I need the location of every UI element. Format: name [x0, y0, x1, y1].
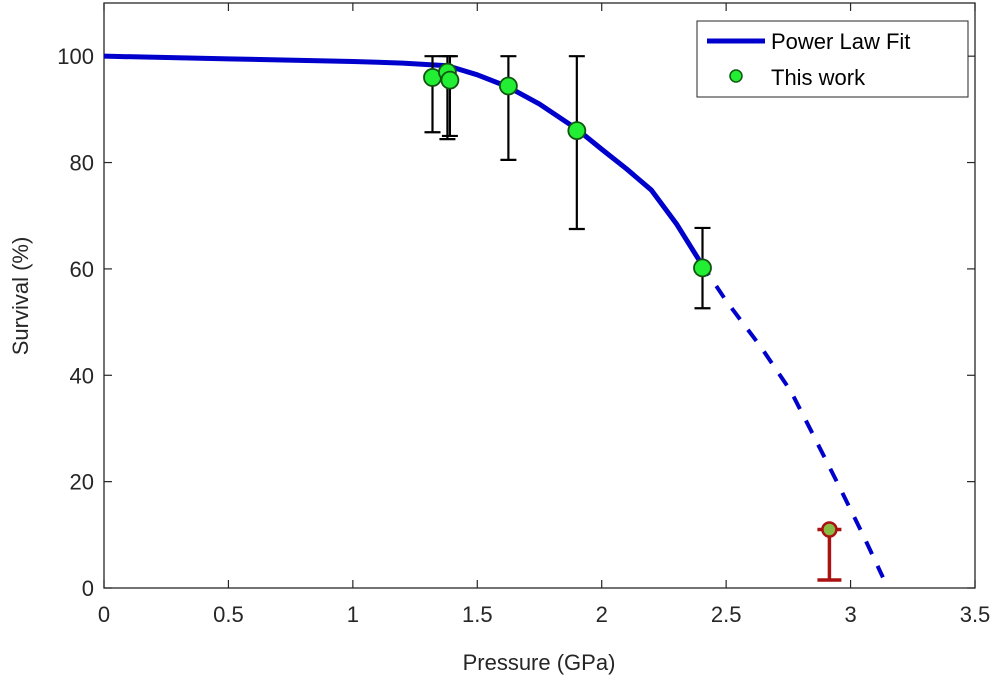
y-axis-title: Survival (%)	[8, 237, 33, 356]
y-tick-label: 40	[70, 363, 94, 388]
y-ticks: 0 20 40 60 80 100	[57, 44, 975, 601]
x-tick-label: 1	[347, 602, 359, 627]
x-tick-label: 3	[844, 602, 856, 627]
y-tick-label: 100	[57, 44, 94, 69]
axes-box	[103, 2, 976, 589]
x-tick-label: 2	[596, 602, 608, 627]
plot-area	[103, 53, 885, 582]
y-tick-label: 0	[82, 576, 94, 601]
axes	[103, 2, 976, 589]
data-point	[498, 76, 518, 96]
data-point	[567, 121, 587, 141]
fit-line-extrapolated	[699, 262, 885, 579]
x-tick-label: 3.5	[960, 602, 991, 627]
x-tick-label: 1.5	[462, 602, 493, 627]
legend-marker-swatch	[729, 69, 743, 83]
y-tick-label: 60	[70, 257, 94, 282]
legend-box	[696, 20, 969, 98]
x-tick-label: 2.5	[711, 602, 742, 627]
legend-label-fit: Power Law Fit	[771, 29, 910, 54]
outlier-point	[821, 521, 838, 538]
x-ticks: 0 0.5 1 1.5 2 2.5 3 3.5	[98, 3, 990, 627]
x-tick-label: 0.5	[213, 602, 244, 627]
x-axis-title: Pressure (GPa)	[463, 650, 616, 675]
data-point	[440, 70, 460, 90]
legend: Power Law Fit This work	[696, 20, 969, 98]
y-tick-label: 80	[70, 151, 94, 176]
x-tick-label: 0	[98, 602, 110, 627]
fit-line	[103, 53, 704, 265]
data-point	[693, 258, 712, 278]
legend-label-data: This work	[771, 65, 866, 90]
y-tick-label: 20	[70, 470, 94, 495]
